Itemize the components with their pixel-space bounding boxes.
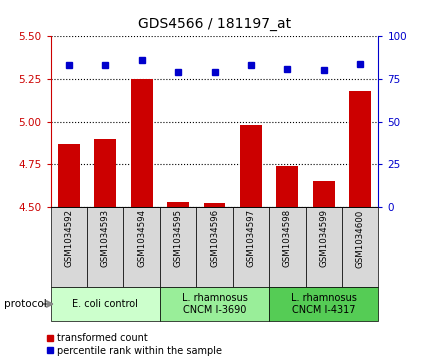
Bar [94, 139, 116, 207]
Bar [160, 287, 269, 321]
Text: GSM1034592: GSM1034592 [64, 209, 73, 268]
Bar [269, 287, 378, 321]
Text: GSM1034597: GSM1034597 [246, 209, 256, 268]
Text: GSM1034600: GSM1034600 [356, 209, 365, 268]
Bar [58, 144, 80, 207]
Bar [167, 202, 189, 207]
Text: L. rhamnosus
CNCM I-3690: L. rhamnosus CNCM I-3690 [182, 293, 247, 315]
Bar [204, 204, 225, 207]
Bar [276, 166, 298, 207]
Title: GDS4566 / 181197_at: GDS4566 / 181197_at [138, 17, 291, 31]
Bar [51, 207, 87, 287]
Text: GSM1034599: GSM1034599 [319, 209, 328, 267]
Text: protocol: protocol [4, 299, 47, 309]
Bar [269, 207, 305, 287]
Text: GSM1034598: GSM1034598 [283, 209, 292, 268]
Text: GSM1034594: GSM1034594 [137, 209, 146, 268]
Text: E. coli control: E. coli control [72, 299, 138, 309]
Bar [233, 207, 269, 287]
Text: L. rhamnosus
CNCM I-4317: L. rhamnosus CNCM I-4317 [291, 293, 357, 315]
Text: GSM1034596: GSM1034596 [210, 209, 219, 268]
Bar [196, 207, 233, 287]
Legend: transformed count, percentile rank within the sample: transformed count, percentile rank withi… [47, 333, 222, 356]
Bar [51, 287, 160, 321]
Bar [87, 207, 124, 287]
Bar [124, 207, 160, 287]
Bar [131, 79, 153, 207]
Bar [342, 207, 378, 287]
Bar [305, 207, 342, 287]
Text: GSM1034595: GSM1034595 [173, 209, 183, 268]
Text: GSM1034593: GSM1034593 [101, 209, 110, 268]
Bar [160, 207, 196, 287]
Bar [349, 91, 371, 207]
Bar [240, 125, 262, 207]
Bar [313, 181, 335, 207]
